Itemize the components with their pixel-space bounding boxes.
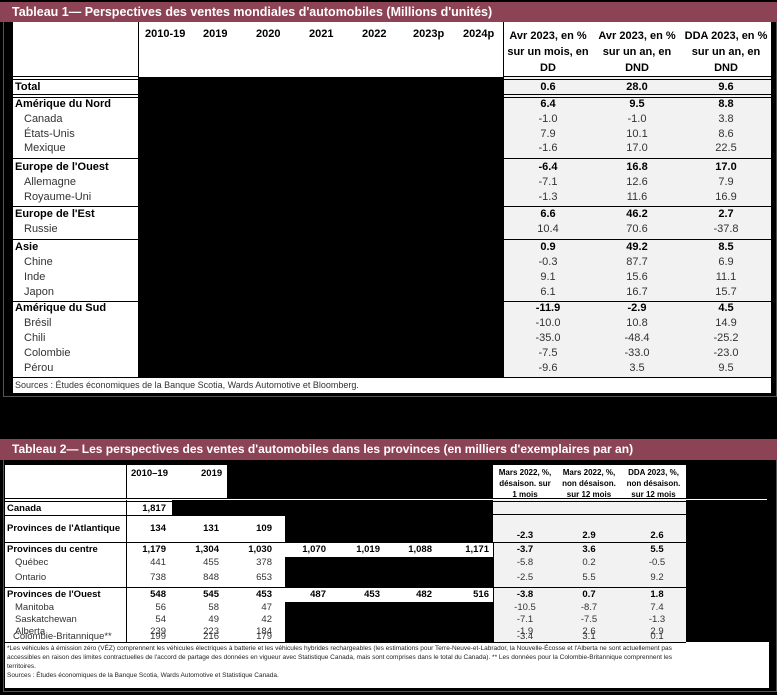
t1-region: Europe de l'Ouest	[15, 161, 109, 173]
t2-year-header: 2019	[201, 468, 223, 479]
t1-pct-header-1: Avr 2023, en % sur un mois, en DD	[507, 30, 589, 74]
t1-year-header: 2023p	[413, 28, 445, 40]
t2-footnote-area	[5, 642, 769, 688]
t1-total-label: Total	[15, 81, 41, 93]
t2-ouest-row	[5, 587, 493, 602]
t2-year-header: 2010–19	[131, 468, 168, 479]
t2-sub-label: Colombie-Britannique**	[13, 631, 112, 642]
t1-country: Royaume-Uni	[24, 191, 92, 203]
t1-country: Mexique	[24, 142, 66, 154]
t2-footnotes: *Les véhicules à émission zéro (VÉZ) com…	[7, 645, 672, 679]
t2-row-label: Provinces de l'Atlantique	[7, 523, 121, 534]
t2-row-label: Canada	[7, 503, 42, 514]
t2-pct-header-1: Mars 2022, %, désaison. sur 1 mois	[498, 468, 552, 499]
t1-country: Inde	[24, 271, 46, 283]
t1-country: Colombie	[24, 347, 71, 359]
t1-country: Russie	[24, 223, 58, 235]
t1-country: Allemagne	[24, 176, 76, 188]
t2-pct-header	[493, 465, 686, 500]
table1-label-column	[13, 22, 139, 381]
t1-region: Europe de l'Est	[15, 208, 95, 220]
t1-year-header: 2022	[362, 28, 387, 40]
t2-row-label: Provinces de l'Ouest	[7, 589, 101, 600]
table2-title: Tableau 2— Les perspectives des ventes d…	[0, 439, 777, 460]
t1-country: Brésil	[24, 317, 52, 329]
t1-source: Sources : Études économiques de la Banqu…	[15, 380, 359, 390]
table1-year-header	[139, 22, 503, 77]
table1-title: Tableau 1— Perspectives des ventes mondi…	[0, 2, 777, 22]
t1-country: Canada	[24, 113, 63, 125]
t2-centre-row	[5, 542, 493, 557]
t2-sub-label: Ontario	[15, 572, 47, 583]
t1-pct-header-3: DDA 2023, en % sur un an, en DND	[684, 30, 768, 74]
t1-country: Chili	[24, 332, 46, 344]
t1-year-header: 2024p	[463, 28, 495, 40]
t1-pct-header-2: Avr 2023, en % sur un an, en DND	[598, 30, 676, 74]
t1-country: Chine	[24, 256, 53, 268]
t2-sub-label: Québec	[15, 557, 49, 568]
t2-atlantique-row	[5, 516, 285, 542]
t1-year-header: 2020	[256, 28, 281, 40]
t1-year-header: 2021	[309, 28, 334, 40]
t2-pct-body	[493, 500, 686, 642]
table1-source-row	[13, 377, 771, 393]
t2-sub-label: Alberta	[15, 626, 46, 637]
t1-region: Amérique du Sud	[15, 302, 107, 314]
t2-sub-label: Saskatchewan	[15, 614, 77, 625]
t2-row-label: Provinces du centre	[7, 544, 98, 555]
t2-pct-header-3: DDA 2023, %, non désaison. sur 12 mois	[626, 468, 681, 499]
t1-country: Japon	[24, 286, 54, 298]
t1-year-header: 2010-19	[145, 28, 186, 40]
t1-region: Asie	[15, 241, 39, 253]
t2-centre-sub	[5, 557, 285, 587]
t2-header-left	[5, 465, 227, 500]
t2-pct-header-2: Mars 2022, %, non désaison. sur 12 mois	[562, 468, 616, 499]
t1-year-header: 2019	[203, 28, 228, 40]
t2-ouest-sub	[5, 602, 285, 642]
table1-pct-header	[503, 22, 771, 77]
t2-sub-label: Manitoba	[15, 602, 55, 613]
t2-canada-row	[5, 500, 172, 516]
t1-region: Amérique du Nord	[15, 98, 111, 110]
t1-country: Pérou	[24, 362, 54, 374]
table1-pct-body	[503, 77, 771, 377]
t1-country: États-Unis	[24, 128, 75, 140]
